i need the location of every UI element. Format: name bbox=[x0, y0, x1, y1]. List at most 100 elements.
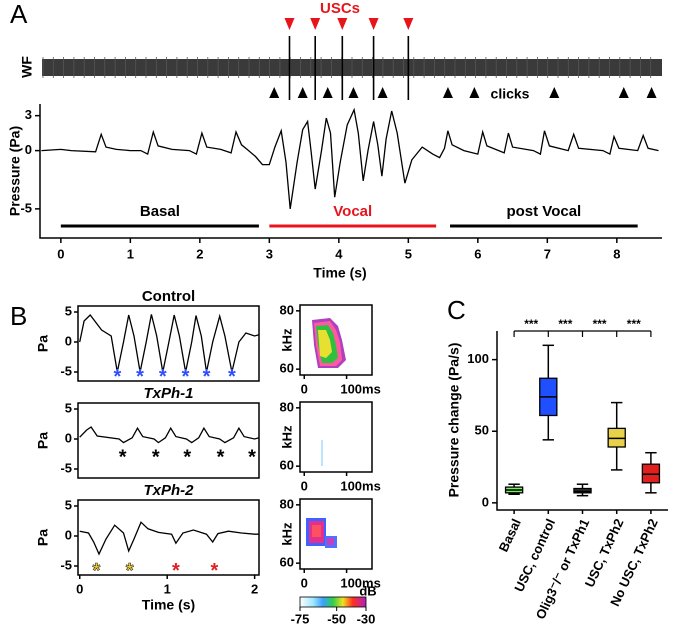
spectrogram-image bbox=[306, 318, 346, 548]
usc-label: USCs bbox=[320, 0, 360, 17]
usc-marker bbox=[368, 18, 379, 30]
spectrogram-frame bbox=[299, 401, 373, 473]
y-tick-label: 5 bbox=[65, 400, 72, 415]
plot-frame bbox=[77, 499, 260, 576]
axis-line bbox=[496, 331, 668, 511]
x-tick-label: 8 bbox=[613, 246, 620, 261]
marker-star: * bbox=[203, 366, 211, 388]
usc-marker bbox=[403, 18, 414, 30]
x-tick-label: 2 bbox=[196, 246, 203, 261]
usc-marker bbox=[310, 18, 321, 30]
y-tick-label: 0 bbox=[65, 527, 72, 542]
click-marker bbox=[442, 87, 453, 98]
x-tick-label: Basal bbox=[496, 516, 524, 554]
plot-frame bbox=[77, 402, 260, 479]
y-tick-label: 60 bbox=[280, 555, 294, 570]
significance-label: *** bbox=[558, 317, 572, 331]
y-axis-label: kHz bbox=[279, 425, 294, 449]
trace-title: TxPh-2 bbox=[143, 482, 194, 499]
colorbar bbox=[299, 596, 367, 608]
y-axis-label: Pa bbox=[35, 529, 51, 546]
y-tick-label: 50 bbox=[475, 423, 489, 438]
marker-star: * bbox=[136, 366, 144, 388]
trace-line bbox=[79, 521, 259, 556]
x-tick-label: 3 bbox=[266, 246, 273, 261]
x-tick-label: 2 bbox=[251, 581, 258, 596]
significance-label: *** bbox=[627, 317, 641, 331]
click-marker bbox=[377, 87, 388, 98]
segment-label: Basal bbox=[140, 203, 180, 220]
colorbar-tick-label: -75 bbox=[291, 611, 310, 626]
usc-marker bbox=[337, 18, 348, 30]
x-tick-label: 100ms bbox=[340, 478, 380, 493]
marker-star: * bbox=[228, 366, 236, 388]
y-tick-label: 0 bbox=[65, 333, 72, 348]
usc-marker bbox=[284, 18, 295, 30]
waveform-label: WF bbox=[19, 56, 35, 78]
panel-letter: A bbox=[10, 0, 28, 29]
spectrogram-frame bbox=[299, 304, 373, 376]
segment-label: post Vocal bbox=[506, 203, 581, 220]
x-axis-label: Time (s) bbox=[142, 597, 195, 613]
y-tick-label: 60 bbox=[280, 458, 294, 473]
x-tick-label: 4 bbox=[335, 246, 343, 261]
y-axis-label: kHz bbox=[279, 328, 294, 352]
y-axis-label: Pressure change (Pa/s) bbox=[446, 343, 462, 498]
x-tick-label: 7 bbox=[544, 246, 551, 261]
marker-star: * bbox=[248, 446, 256, 468]
y-axis-label: Pressure (Pa) bbox=[7, 126, 23, 216]
trace-line bbox=[79, 426, 260, 444]
x-tick-label: 0 bbox=[301, 381, 308, 396]
y-tick-label: 3 bbox=[25, 107, 32, 122]
click-marker bbox=[348, 87, 359, 98]
marker-star: * bbox=[172, 560, 180, 582]
x-axis-label: Time (s) bbox=[313, 265, 366, 281]
marker-star: * bbox=[126, 560, 134, 582]
y-tick-label: 80 bbox=[280, 399, 294, 414]
panel-letter: B bbox=[10, 301, 27, 331]
marker-star: * bbox=[159, 366, 167, 388]
significance-label: *** bbox=[524, 317, 538, 331]
y-tick-label: 80 bbox=[280, 302, 294, 317]
segment-label: Vocal bbox=[333, 203, 372, 220]
click-marker bbox=[549, 87, 560, 98]
x-tick-label: 1 bbox=[164, 581, 171, 596]
y-tick-label: 60 bbox=[280, 361, 294, 376]
click-marker bbox=[618, 87, 629, 98]
click-marker bbox=[646, 87, 657, 98]
marker-star: * bbox=[152, 446, 160, 468]
marker-star: * bbox=[211, 560, 219, 582]
click-marker bbox=[269, 87, 280, 98]
trace-line bbox=[79, 313, 260, 373]
colorbar-tick-label: -50 bbox=[327, 611, 346, 626]
x-tick-label: 100ms bbox=[340, 381, 380, 396]
click-marker bbox=[297, 87, 308, 98]
click-marker bbox=[469, 87, 480, 98]
y-tick-label: 0 bbox=[65, 430, 72, 445]
marker-star: * bbox=[119, 446, 127, 468]
significance-label: *** bbox=[593, 317, 607, 331]
click-label: clicks bbox=[491, 86, 530, 102]
marker-star: * bbox=[217, 446, 225, 468]
x-tick-label: 0 bbox=[301, 575, 308, 590]
y-axis-label: Pa bbox=[35, 335, 51, 352]
y-tick-label: -5 bbox=[20, 200, 32, 215]
marker-star: * bbox=[182, 366, 190, 388]
y-axis-label: kHz bbox=[279, 522, 294, 546]
marker-star: * bbox=[183, 446, 191, 468]
colorbar-tick-label: -30 bbox=[357, 611, 376, 626]
marker-star: * bbox=[113, 366, 121, 388]
panel-letter: C bbox=[447, 295, 466, 325]
x-tick-label: 0 bbox=[76, 581, 83, 596]
y-tick-label: 5 bbox=[65, 303, 72, 318]
spectrogram-frame bbox=[299, 498, 373, 570]
y-tick-label: 80 bbox=[280, 496, 294, 511]
colorbar-label: dB bbox=[359, 583, 376, 598]
y-axis-label: Pa bbox=[35, 432, 51, 449]
click-marker bbox=[322, 87, 333, 98]
x-tick-label: 0 bbox=[301, 478, 308, 493]
marker-star: * bbox=[92, 560, 100, 582]
x-tick-label: 100ms bbox=[340, 575, 380, 590]
trace-title: Control bbox=[142, 288, 195, 305]
y-tick-label: -5 bbox=[60, 460, 72, 475]
